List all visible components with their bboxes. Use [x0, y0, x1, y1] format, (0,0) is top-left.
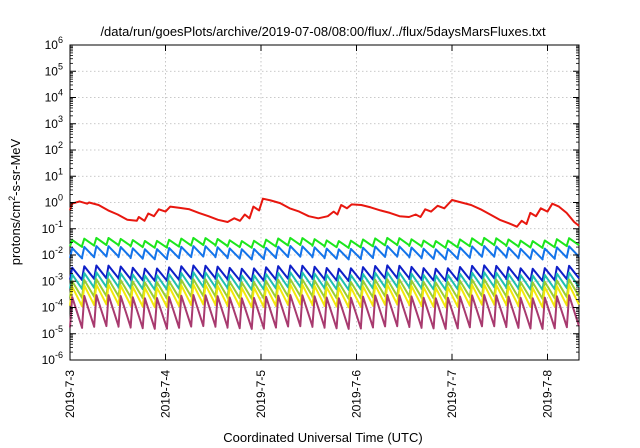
- x-tick-label: 2019-7-5: [254, 370, 268, 418]
- y-tick-label: 101: [45, 166, 63, 183]
- y-tick-base: 10: [42, 274, 56, 288]
- series-line-7: [69, 283, 580, 309]
- y-tick-label: 10-5: [42, 324, 63, 341]
- x-tick-label: 2019-7-7: [445, 370, 459, 418]
- y-tick-base: 10: [45, 196, 59, 210]
- y-axis-label-main: protons/cm: [8, 201, 23, 265]
- y-tick-base: 10: [42, 248, 56, 262]
- y-tick-exp: 3: [58, 114, 63, 124]
- series-line-8: [69, 294, 580, 330]
- x-tick-label: 2019-7-6: [349, 370, 363, 418]
- y-tick-exp: 0: [58, 193, 63, 203]
- series-line-4: [69, 264, 580, 282]
- y-tick-base: 10: [45, 38, 59, 52]
- y-tick-exp: -5: [55, 324, 63, 334]
- y-axis-label: protons/cm2-s-sr-MeV: [7, 138, 23, 265]
- x-tick-label: 2019-7-8: [540, 370, 554, 418]
- y-tick-base: 10: [42, 353, 56, 367]
- y-tick-label: 10-6: [42, 350, 63, 367]
- chart-title: /data/run/goesPlots/archive/2019-07-08/0…: [100, 24, 546, 39]
- y-tick-exp: -2: [55, 245, 63, 255]
- y-tick-exp: 6: [58, 35, 63, 45]
- x-tick-label: 2019-7-4: [158, 370, 172, 418]
- y-tick-exp: 2: [58, 140, 63, 150]
- y-tick-exp: -6: [55, 350, 63, 360]
- y-tick-base: 10: [42, 301, 56, 315]
- y-tick-label: 103: [45, 114, 63, 131]
- y-tick-label: 105: [45, 61, 63, 78]
- y-tick-label: 100: [45, 193, 63, 210]
- y-tick-base: 10: [42, 222, 56, 236]
- y-tick-base: 10: [45, 64, 59, 78]
- y-tick-label: 10-1: [42, 219, 63, 236]
- y-axis-label-rest: -s-sr-MeV: [8, 138, 23, 195]
- y-tick-exp: -3: [55, 271, 63, 281]
- series-line-5: [69, 271, 580, 291]
- series-line-1: [69, 197, 580, 228]
- y-axis-label-sup: 2: [7, 196, 17, 201]
- y-tick-label: 10-2: [42, 245, 63, 262]
- x-axis-label: Coordinated Universal Time (UTC): [223, 430, 422, 445]
- y-tick-exp: -1: [55, 219, 63, 229]
- y-tick-labels: 10-610-510-410-310-210-11001011021031041…: [42, 35, 63, 367]
- y-tick-base: 10: [45, 169, 59, 183]
- y-tick-base: 10: [42, 327, 56, 341]
- y-tick-label: 102: [45, 140, 63, 157]
- y-tick-exp: 1: [58, 166, 63, 176]
- y-tick-label: 106: [45, 35, 63, 52]
- y-tick-exp: 5: [58, 61, 63, 71]
- x-tick-labels: 2019-7-3 2019-7-4 2019-7-5 2019-7-6 2019-7-7…: [63, 370, 554, 418]
- x-tick-label: 2019-7-3: [63, 370, 77, 418]
- y-tick-base: 10: [45, 117, 59, 131]
- y-tick-label: 10-4: [42, 298, 63, 315]
- y-tick-label: 104: [45, 88, 63, 105]
- series-line-2: [69, 236, 580, 249]
- y-tick-base: 10: [45, 91, 59, 105]
- y-tick-exp: -4: [55, 298, 63, 308]
- y-tick-base: 10: [45, 143, 59, 157]
- y-tick-exp: 4: [58, 88, 63, 98]
- series-group: [69, 197, 580, 330]
- series-line-3: [69, 245, 580, 261]
- y-tick-label: 10-3: [42, 271, 63, 288]
